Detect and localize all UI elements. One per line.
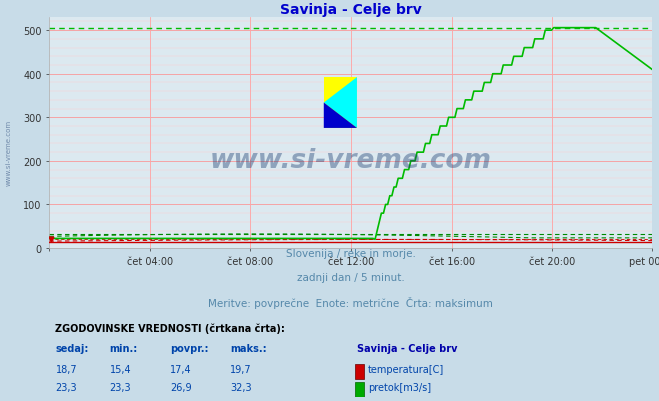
- Text: www.si-vreme.com: www.si-vreme.com: [5, 119, 12, 185]
- Text: 32,3: 32,3: [231, 382, 252, 392]
- Polygon shape: [324, 103, 357, 129]
- Text: temperatura[C]: temperatura[C]: [368, 364, 444, 374]
- Text: Meritve: povprečne  Enote: metrične  Črta: maksimum: Meritve: povprečne Enote: metrične Črta:…: [208, 296, 494, 308]
- Text: 17,4: 17,4: [170, 364, 192, 374]
- Text: 26,9: 26,9: [170, 382, 192, 392]
- Text: 18,7: 18,7: [55, 364, 77, 374]
- Text: 19,7: 19,7: [231, 364, 252, 374]
- Text: 23,3: 23,3: [55, 382, 77, 392]
- Text: povpr.:: povpr.:: [170, 344, 208, 353]
- Text: Savinja - Celje brv: Savinja - Celje brv: [357, 344, 457, 353]
- Text: maks.:: maks.:: [231, 344, 267, 353]
- Text: sedaj:: sedaj:: [55, 344, 89, 353]
- Text: Slovenija / reke in morje.: Slovenija / reke in morje.: [286, 248, 416, 258]
- Text: www.si-vreme.com: www.si-vreme.com: [210, 148, 492, 174]
- Text: 23,3: 23,3: [109, 382, 131, 392]
- Text: ZGODOVINSKE VREDNOSTI (črtkana črta):: ZGODOVINSKE VREDNOSTI (črtkana črta):: [55, 323, 285, 333]
- Bar: [355, 382, 364, 397]
- Bar: [355, 364, 364, 379]
- Text: 15,4: 15,4: [109, 364, 131, 374]
- Polygon shape: [324, 78, 357, 129]
- Text: min.:: min.:: [109, 344, 138, 353]
- Bar: [324, 78, 357, 129]
- Text: zadnji dan / 5 minut.: zadnji dan / 5 minut.: [297, 272, 405, 282]
- Title: Savinja - Celje brv: Savinja - Celje brv: [280, 3, 422, 17]
- Text: pretok[m3/s]: pretok[m3/s]: [368, 382, 431, 392]
